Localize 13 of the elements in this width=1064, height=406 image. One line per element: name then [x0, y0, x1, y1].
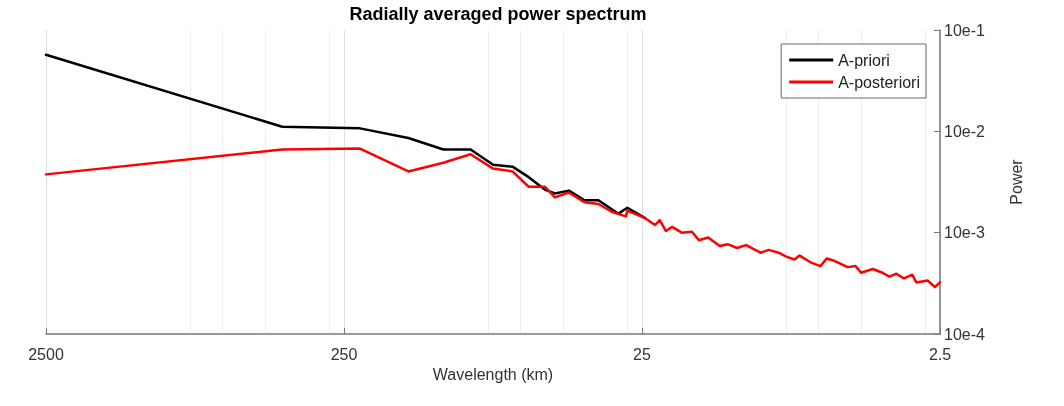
x-tick-label: 2500: [28, 345, 64, 363]
legend-label: A-priori: [838, 51, 890, 69]
legend-label: A-posteriori: [838, 73, 921, 91]
x-axis-title: Wavelength (km): [432, 366, 554, 384]
y-tick-label: 10e-4: [944, 325, 986, 343]
y-tick-label: 10e-1: [944, 21, 986, 39]
x-tick-label: 25: [633, 345, 651, 363]
y-tick-label: 10e-3: [944, 224, 986, 242]
y-axis-title: Power: [1007, 158, 1025, 205]
x-tick-label: 250: [330, 345, 358, 363]
y-tick-label: 10e-2: [944, 122, 986, 140]
x-tick-label: 2.5: [928, 345, 952, 363]
chart-title: Radially averaged power spectrum: [349, 4, 647, 24]
